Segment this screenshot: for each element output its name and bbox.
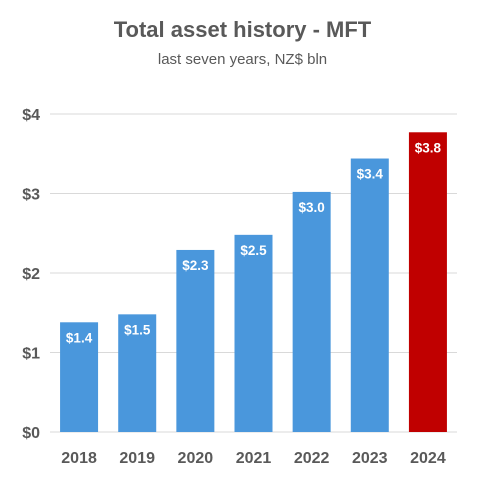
- y-tick-label: $2: [22, 266, 40, 283]
- y-tick-label: $1: [22, 346, 40, 363]
- bar-2022: [292, 191, 331, 432]
- data-label: $1.5: [124, 322, 151, 337]
- x-tick-label: 2023: [352, 450, 388, 467]
- chart-subtitle: last seven years, NZ$ bln: [157, 51, 328, 68]
- x-tick-label: 2019: [119, 450, 155, 467]
- bar-2021: [234, 234, 273, 432]
- data-label: $3.0: [299, 200, 325, 215]
- x-tick-label: 2021: [236, 450, 272, 467]
- x-tick-label: 2018: [61, 450, 97, 467]
- y-tick-label: $4: [22, 107, 40, 124]
- bar-2023: [350, 158, 389, 432]
- chart-title: Total asset history - MFT: [113, 17, 372, 42]
- bar-2020: [176, 249, 215, 432]
- data-label: $3.8: [415, 140, 442, 155]
- bar-2018: [60, 322, 99, 432]
- x-tick-label: 2024: [410, 450, 446, 467]
- bar-2024: [408, 132, 447, 432]
- bar-2019: [118, 314, 157, 432]
- data-label: $1.4: [66, 330, 93, 345]
- x-tick-label: 2020: [178, 450, 214, 467]
- data-label: $3.4: [357, 167, 384, 182]
- y-tick-label: $0: [22, 425, 40, 442]
- x-tick-label: 2022: [294, 450, 330, 467]
- y-tick-label: $3: [22, 187, 40, 204]
- data-label: $2.3: [182, 258, 209, 273]
- data-label: $2.5: [240, 243, 267, 258]
